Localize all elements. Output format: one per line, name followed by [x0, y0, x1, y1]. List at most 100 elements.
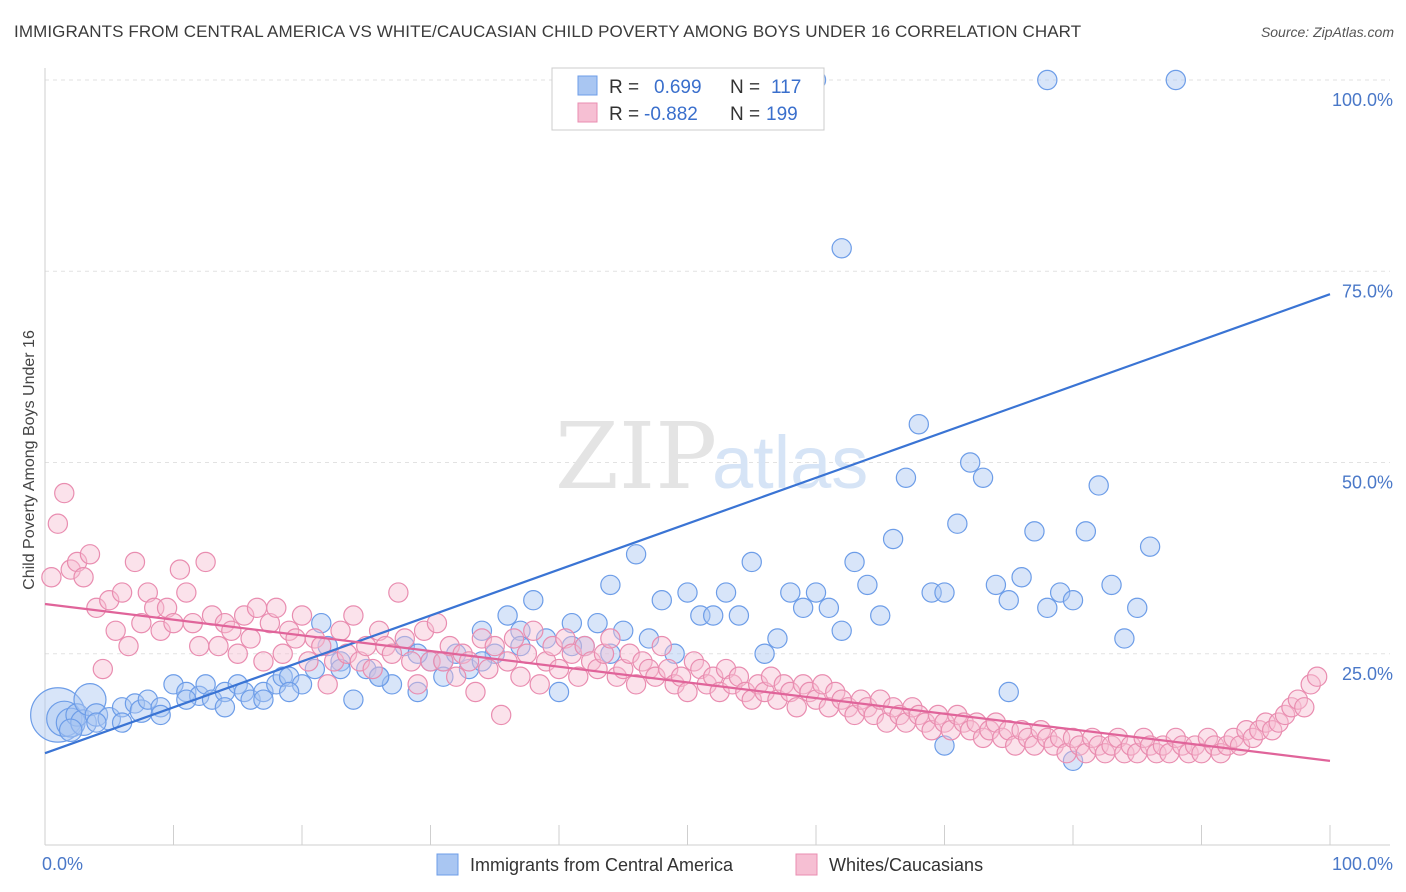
immigrants-point: [46, 700, 83, 737]
series-legend: Immigrants from Central America Whites/C…: [436, 853, 983, 876]
immigrants-point: [998, 590, 1019, 611]
whites-point: [137, 582, 158, 603]
immigrants-point: [58, 718, 83, 743]
legend-r-label-1: R =: [609, 77, 639, 98]
immigrants-point: [1037, 597, 1058, 619]
whites-point: [47, 513, 69, 534]
immigrants-point: [625, 544, 647, 565]
immigrants-point: [137, 689, 158, 710]
whites-point: [330, 620, 351, 642]
whites-point: [240, 628, 261, 649]
y-tick-label: 75.0%: [1342, 281, 1393, 301]
x-tick-label: 0.0%: [42, 854, 83, 874]
whites-point: [728, 666, 750, 687]
immigrants-point: [677, 582, 698, 603]
immigrants-point: [253, 681, 274, 703]
whites-point: [266, 597, 287, 619]
immigrants-point: [703, 605, 724, 626]
immigrants-point: [613, 620, 634, 642]
whites-point: [227, 643, 248, 664]
chart-title: IMMIGRANTS FROM CENTRAL AMERICA VS WHITE…: [14, 22, 1082, 41]
legend-n-label-2: N =: [730, 104, 760, 125]
whites-point: [690, 658, 711, 680]
whites-point: [510, 666, 531, 687]
immigrants-point: [548, 681, 570, 703]
whites-point: [394, 628, 415, 649]
whites-trend-line: [44, 602, 1331, 762]
whites-point: [188, 635, 210, 657]
whites-point: [111, 582, 133, 603]
whites-point: [574, 635, 595, 657]
immigrants-point: [1049, 582, 1071, 603]
legend-n-label-1: N =: [730, 77, 760, 98]
immigrants-point: [857, 574, 878, 596]
trend-lines: [44, 293, 1331, 762]
immigrants-point: [278, 681, 300, 703]
whites-point: [169, 559, 191, 580]
whites-point: [150, 620, 171, 642]
whites-point: [600, 628, 621, 649]
immigrants-point: [600, 574, 621, 596]
immigrants-point: [805, 582, 827, 603]
immigrants-point: [497, 605, 518, 626]
immigrants-point: [741, 551, 762, 573]
grid-lines: [45, 79, 1390, 655]
whites-point: [253, 651, 274, 672]
whites-point: [490, 704, 512, 726]
whites-point: [619, 643, 640, 664]
whites-point: [221, 620, 242, 642]
whites-point: [54, 482, 75, 504]
whites-point: [317, 674, 338, 695]
legend-swatch-whites: [577, 102, 598, 123]
whites-point: [677, 681, 698, 703]
whites-point: [291, 605, 313, 626]
legend-r-label-2: R =: [609, 104, 639, 125]
chart-source: Source: ZipAtlas.com: [1260, 24, 1394, 40]
whites-point: [323, 651, 345, 672]
whites-point: [658, 658, 679, 680]
whites-point: [446, 666, 467, 687]
immigrants-point: [311, 612, 332, 634]
legend-r-value-2: -0.882: [644, 104, 698, 125]
whites-point: [1107, 727, 1129, 749]
whites-point: [208, 635, 229, 657]
tick-labels: 25.0% 50.0% 75.0% 100.0% 0.0% 100.0%: [42, 90, 1393, 874]
whites-point: [362, 658, 383, 680]
immigrants-point: [561, 612, 583, 634]
immigrants-point: [818, 597, 840, 619]
y-tick-label: 25.0%: [1342, 664, 1393, 684]
immigrants-point: [471, 620, 493, 642]
whites-point: [760, 666, 782, 687]
whites-point: [542, 635, 563, 657]
watermark-zip: ZIP: [555, 403, 717, 510]
immigrants-point: [1037, 69, 1058, 91]
whites-point: [651, 635, 673, 657]
whites-point: [1306, 666, 1328, 687]
axes: [44, 68, 1390, 846]
whites-point: [523, 620, 544, 642]
whites-point: [401, 651, 422, 672]
bottom-legend-label-immigrants: Immigrants from Central America: [470, 855, 734, 875]
immigrants-point: [831, 238, 852, 259]
whites-point: [786, 697, 807, 718]
immigrants-point: [84, 703, 109, 727]
immigrants-point: [664, 643, 685, 664]
legend-n-value-2: 199: [766, 104, 798, 125]
immigrants-point: [792, 597, 814, 619]
immigrants-point: [1101, 574, 1122, 596]
whites-point: [131, 612, 152, 634]
whites-point: [272, 643, 293, 664]
legend-n-value-1: 117: [771, 77, 801, 98]
whites-point: [407, 674, 428, 695]
immigrants-point: [195, 674, 216, 695]
immigrants-point: [1127, 597, 1148, 619]
y-tick-label: 50.0%: [1342, 473, 1393, 493]
immigrants-point: [523, 590, 544, 611]
whites-point: [343, 605, 364, 626]
whites-point: [311, 635, 332, 657]
whites-point: [715, 658, 737, 680]
immigrants-point: [1075, 521, 1097, 542]
immigrants-point: [908, 414, 930, 435]
immigrants-point: [960, 452, 981, 473]
